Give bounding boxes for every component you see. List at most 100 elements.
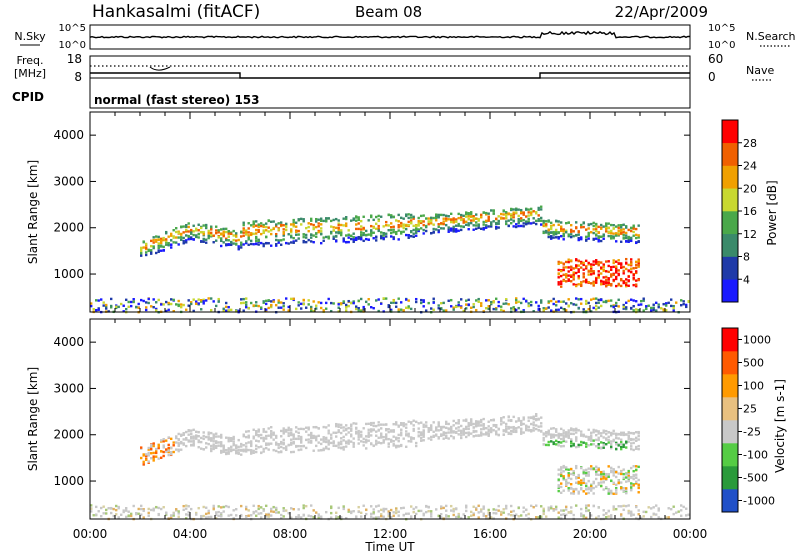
echo-cell [210, 449, 213, 453]
echo-cell [415, 231, 418, 234]
echo-cell [292, 437, 295, 441]
echo-cell [455, 427, 458, 430]
echo-cell [575, 428, 578, 432]
echo-cell [482, 227, 485, 231]
echo-cell [510, 419, 513, 422]
echo-cell [350, 435, 353, 438]
echo-cell [432, 216, 435, 220]
echo-cell [397, 433, 400, 437]
echo-cell [320, 517, 323, 520]
echo-cell [287, 242, 290, 245]
echo-cell [590, 222, 593, 226]
echo-cell [90, 507, 93, 510]
echo-cell [625, 473, 628, 476]
echo-cell [220, 444, 223, 448]
echo-cell [320, 448, 323, 452]
echo-cell [602, 276, 605, 279]
echo-cell [625, 283, 628, 286]
echo-cell [572, 275, 575, 278]
echo-cell [570, 444, 573, 448]
echo-cell [520, 514, 523, 517]
echo-cell [507, 425, 510, 429]
echo-cell [262, 447, 265, 451]
echo-cell [532, 309, 535, 313]
echo-cell [607, 222, 610, 225]
echo-cell [622, 476, 625, 479]
echo-cell [372, 237, 375, 240]
echo-cell [357, 237, 360, 240]
echo-cell [570, 268, 573, 272]
echo-cell [365, 435, 368, 438]
echo-cell [235, 235, 238, 238]
station-title: Hankasalmi (fitACF) [92, 2, 260, 22]
echo-cell [402, 309, 405, 312]
echo-cell [475, 421, 478, 425]
echo-cell [600, 477, 603, 481]
echo-cell [397, 229, 400, 232]
echo-cell [362, 239, 365, 243]
echo-cell [222, 447, 225, 450]
echo-cell [490, 300, 493, 304]
echo-cell [382, 234, 385, 237]
echo-cell [150, 249, 153, 252]
echo-cell [225, 243, 228, 246]
echo-cell [465, 509, 468, 513]
echo-cell [602, 429, 605, 432]
echo-cell [295, 444, 298, 448]
echo-cell [635, 468, 638, 472]
echo-cell [212, 504, 215, 508]
echo-cell [337, 226, 340, 230]
echo-cell [597, 236, 600, 239]
echo-cell [252, 225, 255, 228]
echo-cell [167, 446, 170, 450]
echo-cell [265, 515, 268, 518]
echo-cell [637, 303, 640, 307]
echo-cell [440, 505, 443, 508]
echo-cell [177, 438, 180, 442]
echo-cell [395, 511, 398, 515]
echo-cell [597, 446, 600, 450]
echo-cell [115, 504, 118, 508]
echo-cell [592, 428, 595, 432]
echo-cell [287, 426, 290, 430]
echo-cell [210, 297, 213, 300]
echo-cell [185, 224, 188, 227]
echo-cell [407, 299, 410, 302]
echo-cell [300, 448, 303, 451]
echo-cell [592, 260, 595, 263]
echo-cell [305, 240, 308, 244]
echo-cell [297, 237, 300, 240]
echo-cell [635, 447, 638, 450]
echo-cell [465, 299, 468, 302]
echo-cell [285, 225, 288, 229]
echo-cell [217, 300, 220, 303]
echo-cell [505, 504, 508, 508]
echo-cell [320, 442, 323, 446]
echo-cell [352, 236, 355, 239]
echo-cell [570, 477, 573, 481]
echo-cell [357, 510, 360, 514]
echo-cell [537, 304, 540, 308]
echo-cell [172, 444, 175, 447]
echo-cell [565, 302, 568, 305]
echo-cell [327, 439, 330, 442]
echo-cell [442, 437, 445, 440]
echo-cell [262, 229, 265, 232]
power-ytick-label: 2000 [53, 221, 84, 235]
echo-cell [565, 483, 568, 486]
echo-cell [362, 440, 365, 444]
echo-cell [535, 414, 538, 418]
echo-cell [220, 237, 223, 240]
echo-cell [625, 278, 628, 281]
echo-cell [310, 515, 313, 518]
echo-cell [457, 216, 460, 220]
echo-cell [550, 227, 553, 231]
echo-cell [342, 300, 345, 303]
echo-cell [330, 505, 333, 508]
echo-cell [317, 513, 320, 516]
echo-cell [195, 435, 198, 438]
echo-cell [555, 304, 558, 307]
echo-cell [410, 213, 413, 217]
echo-cell [430, 510, 433, 513]
echo-cell [480, 216, 483, 219]
